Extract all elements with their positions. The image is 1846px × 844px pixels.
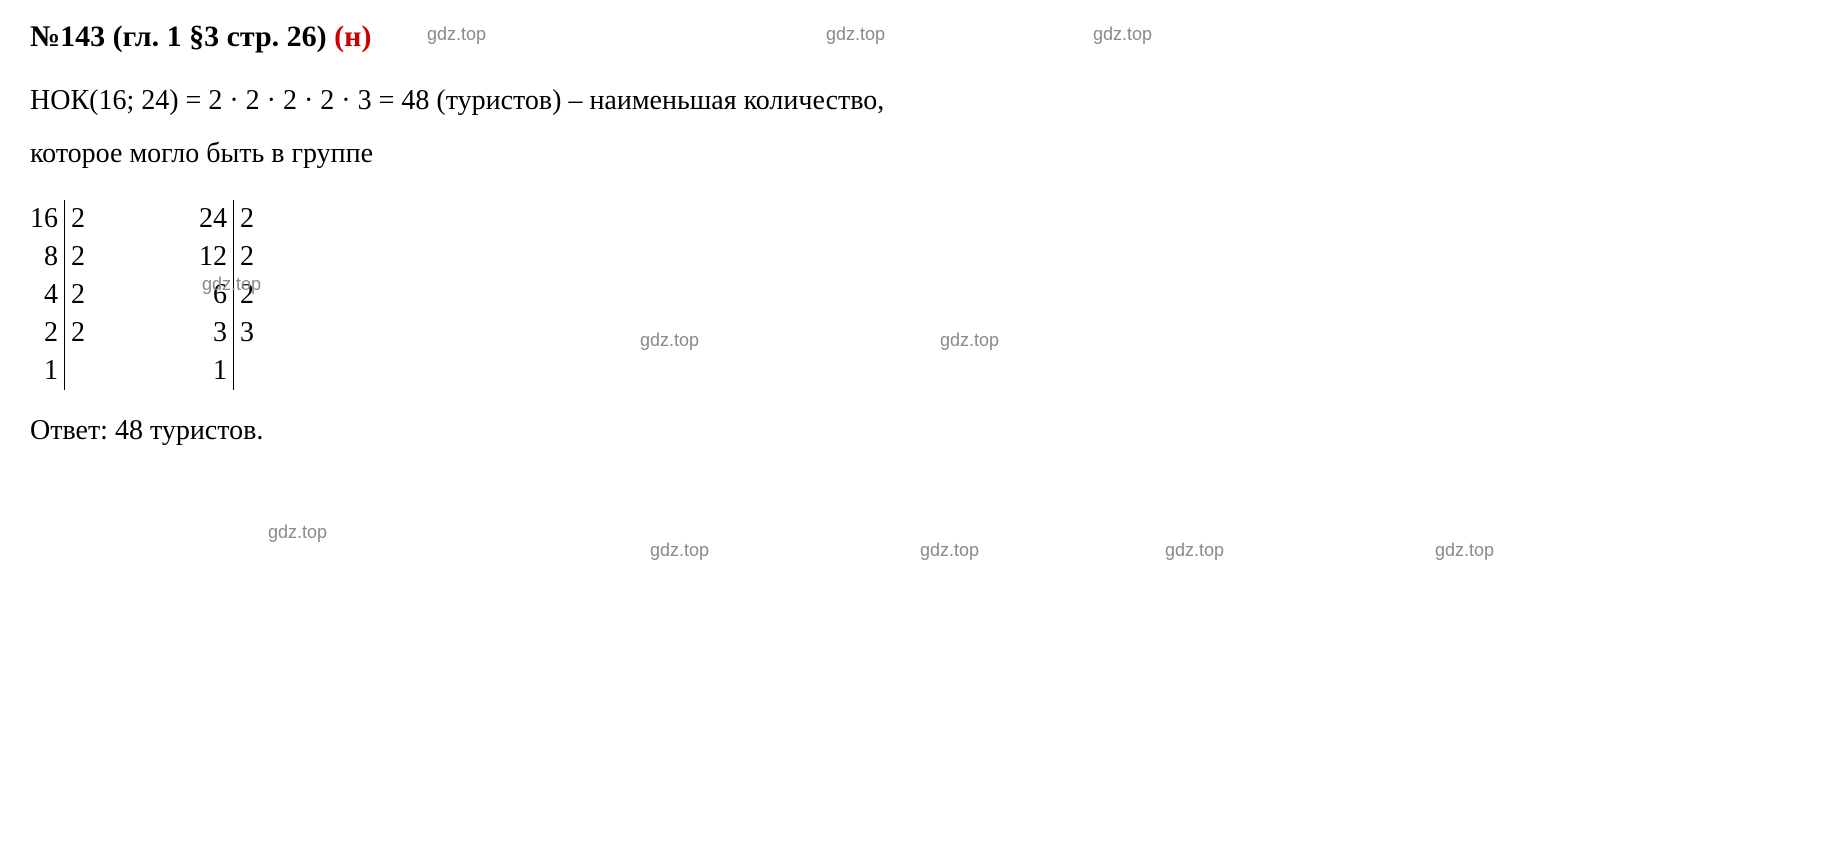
factor-left-col-2: 24 12 6 3 1 <box>199 200 233 390</box>
solution-line1: НОК(16; 24) = 2 · 2 · 2 · 2 · 3 = 48 (ту… <box>30 74 1816 127</box>
watermark: gdz.top <box>1435 540 1494 561</box>
factor-right-col-2: 2 2 2 3 <box>233 200 268 390</box>
problem-title: №143 (гл. 1 §3 стр. 26) (н) <box>30 20 1816 54</box>
factor-table-2: 24 12 6 3 1 2 2 2 3 <box>199 200 268 390</box>
factor-table-1: 16 8 4 2 1 2 2 2 2 <box>30 200 99 390</box>
factorization-tables: 16 8 4 2 1 2 2 2 2 24 12 6 3 1 2 2 2 3 <box>30 200 1816 390</box>
factor-cell: 2 <box>30 314 58 352</box>
watermark: gdz.top <box>920 540 979 561</box>
factor-cell: 2 <box>71 200 99 238</box>
solution-block: НОК(16; 24) = 2 · 2 · 2 · 2 · 3 = 48 (ту… <box>30 74 1816 180</box>
factor-cell: 8 <box>30 238 58 276</box>
solution-line2: которое могло быть в группе <box>30 127 1816 180</box>
factor-left-col-1: 16 8 4 2 1 <box>30 200 64 390</box>
watermark: gdz.top <box>268 522 327 543</box>
factor-cell: 4 <box>30 276 58 314</box>
title-main: №143 (гл. 1 §3 стр. 26) <box>30 20 334 53</box>
factor-cell: 2 <box>240 200 268 238</box>
factor-cell: 3 <box>240 314 268 352</box>
factor-right-col-1: 2 2 2 2 <box>64 200 99 390</box>
factor-cell <box>71 352 99 390</box>
watermark: gdz.top <box>650 540 709 561</box>
factor-cell: 12 <box>199 238 227 276</box>
factor-cell: 2 <box>240 276 268 314</box>
factor-cell: 6 <box>199 276 227 314</box>
factor-cell: 1 <box>30 352 58 390</box>
factor-cell: 24 <box>199 200 227 238</box>
factor-cell: 3 <box>199 314 227 352</box>
title-suffix: (н) <box>334 20 371 53</box>
factor-cell: 1 <box>199 352 227 390</box>
factor-cell: 2 <box>71 314 99 352</box>
watermark: gdz.top <box>1165 540 1224 561</box>
factor-cell: 2 <box>71 238 99 276</box>
factor-cell: 16 <box>30 200 58 238</box>
factor-cell <box>240 352 268 390</box>
answer-text: Ответ: 48 туристов. <box>30 415 1816 447</box>
factor-cell: 2 <box>240 238 268 276</box>
factor-cell: 2 <box>71 276 99 314</box>
